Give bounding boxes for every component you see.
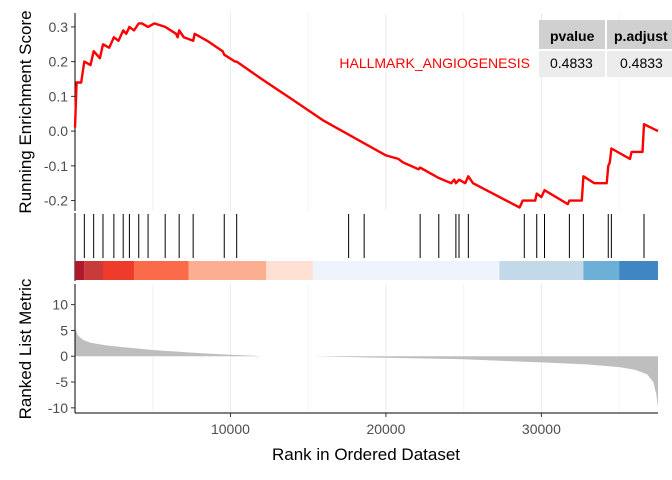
metric-x-ticks: 10000 20000 30000 (211, 413, 561, 437)
es-y-tick-label: 0.3 (49, 19, 69, 35)
rank-color-segment (619, 261, 658, 280)
es-y-tick-label: 0.0 (49, 123, 69, 139)
metric-y-tick-label: -5 (56, 374, 69, 390)
metric-y-tick-label: -10 (48, 400, 68, 416)
rank-color-segment (266, 261, 313, 280)
es-y-axis-title: Running Enrichment Score (16, 10, 35, 213)
es-y-tick-label: -0.2 (44, 193, 68, 209)
rank-color-bar (75, 261, 658, 280)
metric-y-axis-title: Ranked List Metric (16, 278, 35, 419)
es-y-tick-label: 0.1 (49, 88, 69, 104)
es-y-tick-label: 0.2 (49, 54, 69, 70)
hits-panel (74, 213, 658, 281)
metric-x-tick-label: 10000 (211, 421, 250, 437)
stats-header-pvalue: pvalue (550, 28, 595, 44)
es-y-tick-label: -0.1 (44, 158, 68, 174)
gene-hit-ticks (83, 214, 645, 258)
rank-color-segment (134, 261, 189, 280)
metric-x-axis-title: Rank in Ordered Dataset (272, 445, 460, 464)
gene-set-label: HALLMARK_ANGIOGENESIS (339, 55, 530, 71)
metric-panel: -10 -5 0 5 10 10000 20000 30000 Ranked List Me… (16, 278, 658, 464)
rank-color-segment (499, 261, 584, 280)
es-y-ticks: -0.2 -0.1 0.0 0.1 0.2 0.3 (44, 19, 75, 209)
metric-y-tick-label: 0 (60, 348, 68, 364)
rank-color-segment (75, 261, 85, 280)
metric-x-tick-label: 30000 (522, 421, 561, 437)
metric-y-ticks: -10 -5 0 5 10 (48, 297, 75, 416)
rank-color-segment (84, 261, 103, 280)
stats-table: pvalue p.adjust 0.4833 0.4833 (539, 20, 672, 77)
stats-value-padjust: 0.4833 (620, 55, 663, 71)
stats-header-padjust: p.adjust (614, 28, 668, 44)
rank-color-segment (188, 261, 267, 280)
es-panel: -0.2 -0.1 0.0 0.1 0.2 0.3 Running Enrichment … (16, 10, 672, 214)
rank-color-segment (312, 261, 500, 280)
metric-area (75, 325, 658, 408)
stats-value-pvalue: 0.4833 (550, 55, 593, 71)
es-line (73, 22, 659, 209)
metric-y-tick-label: 10 (52, 297, 68, 313)
rank-color-segment (583, 261, 620, 280)
metric-y-tick-label: 5 (60, 322, 68, 338)
rank-color-segment (102, 261, 135, 280)
metric-x-tick-label: 20000 (366, 421, 405, 437)
metric-gridlines (152, 284, 620, 413)
